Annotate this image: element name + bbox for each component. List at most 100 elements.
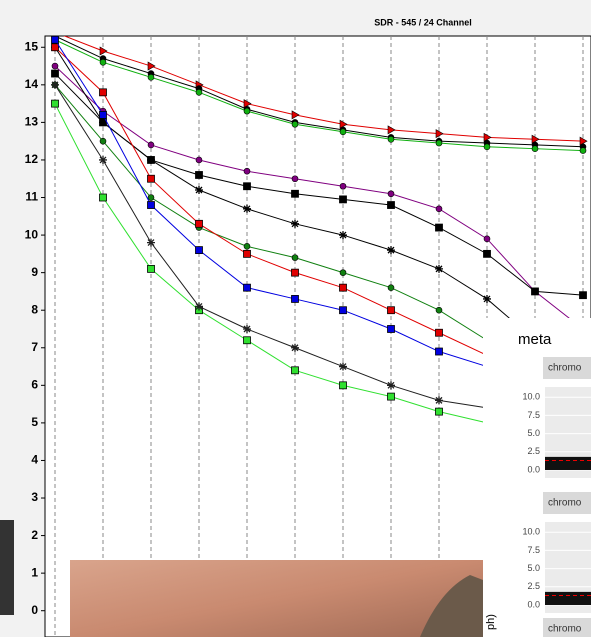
marker: [532, 146, 538, 152]
marker: [292, 367, 299, 374]
y-tick-label: 9: [31, 265, 38, 279]
marker: [340, 284, 347, 291]
inset-y-tick-label: 0.0: [527, 464, 540, 474]
marker: [436, 206, 442, 212]
inset-y-tick-label: 2.5: [527, 446, 540, 456]
marker: [436, 408, 443, 415]
marker: [196, 157, 202, 163]
marker: [292, 269, 299, 276]
marker: [148, 202, 155, 209]
inset-points: [545, 457, 591, 470]
marker: [196, 171, 203, 178]
marker: [52, 44, 59, 51]
marker: [195, 186, 203, 194]
marker: [243, 325, 251, 333]
marker: [340, 382, 347, 389]
marker: [388, 191, 394, 197]
marker: [532, 288, 539, 295]
marker: [435, 396, 443, 404]
y-tick-label: 11: [25, 190, 38, 204]
marker: [52, 70, 59, 77]
marker: [100, 59, 106, 65]
y-tick-label: 10: [25, 227, 39, 241]
y-tick-label: 7: [31, 340, 38, 354]
inset-y-tick-label: 10.0: [522, 527, 540, 537]
photo-fragment: [0, 520, 14, 615]
marker: [483, 295, 491, 303]
marker: [195, 302, 203, 310]
marker: [340, 129, 346, 135]
marker: [244, 284, 251, 291]
y-tick-label: 8: [31, 302, 38, 316]
marker: [52, 36, 59, 43]
marker: [100, 138, 106, 144]
marker: [436, 307, 442, 313]
marker: [243, 205, 251, 213]
marker: [52, 63, 58, 69]
marker: [340, 270, 346, 276]
marker: [436, 348, 443, 355]
marker: [244, 337, 251, 344]
y-tick-label: 0: [31, 603, 38, 617]
y-tick-label: 6: [31, 378, 38, 392]
marker: [436, 329, 443, 336]
marker: [388, 136, 394, 142]
marker: [484, 250, 491, 257]
marker: [196, 89, 202, 95]
marker: [147, 239, 155, 247]
y-tick-label: 3: [31, 490, 38, 504]
y-tick-label: 15: [25, 39, 39, 53]
marker: [484, 236, 490, 242]
marker: [339, 231, 347, 239]
panel-label: chromo: [548, 363, 582, 374]
marker: [340, 307, 347, 314]
marker: [580, 292, 587, 299]
marker: [291, 220, 299, 228]
inset-y-tick-label: 5.0: [527, 563, 540, 573]
marker: [100, 194, 107, 201]
panel-label: chromo: [548, 624, 582, 635]
marker: [340, 183, 346, 189]
marker: [388, 285, 394, 291]
chart-title: SDR - 545 / 24 Channel: [374, 17, 472, 27]
marker: [244, 250, 251, 257]
marker: [148, 265, 155, 272]
marker: [99, 156, 107, 164]
marker: [148, 175, 155, 182]
marker: [147, 156, 155, 164]
y-tick-label: 4: [31, 453, 38, 467]
marker: [388, 393, 395, 400]
inset-y-tick-label: 2.5: [527, 581, 540, 591]
marker: [292, 121, 298, 127]
inset-title: meta: [518, 331, 552, 348]
marker: [388, 307, 395, 314]
photo: [70, 560, 483, 637]
marker: [51, 81, 59, 89]
marker: [388, 325, 395, 332]
marker: [244, 243, 250, 249]
inset-y-tick-label: 0.0: [527, 599, 540, 609]
y-tick-label: 1: [31, 565, 38, 579]
inset-y-tick-label: 5.0: [527, 428, 540, 438]
inset-y-tick-label: 7.5: [527, 410, 540, 420]
y-tick-label: 12: [25, 152, 39, 166]
marker: [436, 140, 442, 146]
marker: [148, 195, 154, 201]
y-tick-label: 14: [25, 77, 39, 91]
marker: [100, 89, 107, 96]
inset-y-tick-label: 7.5: [527, 545, 540, 555]
marker: [244, 168, 250, 174]
marker: [196, 220, 203, 227]
inset-points: [545, 592, 591, 605]
inset-chart: meta ph) chromo0.02.55.07.510.0chromo0.0…: [483, 318, 591, 637]
marker: [292, 190, 299, 197]
y-tick-label: 13: [25, 115, 39, 129]
marker: [148, 74, 154, 80]
marker: [292, 176, 298, 182]
marker: [148, 142, 154, 148]
marker: [388, 202, 395, 209]
marker: [339, 363, 347, 371]
marker: [292, 255, 298, 261]
marker: [291, 344, 299, 352]
marker: [100, 111, 107, 118]
